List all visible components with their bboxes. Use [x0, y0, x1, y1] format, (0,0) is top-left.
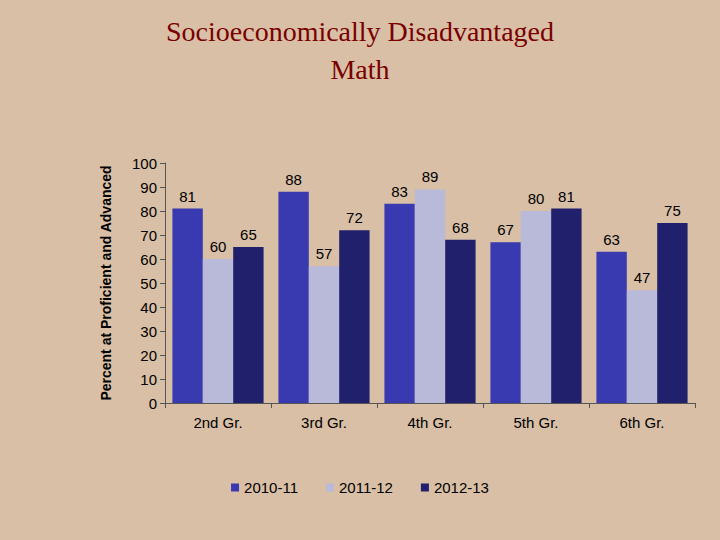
svg-text:2010-11: 2010-11 [244, 479, 298, 496]
svg-text:63: 63 [603, 231, 620, 248]
svg-text:80: 80 [140, 203, 157, 220]
svg-text:67: 67 [497, 221, 514, 238]
svg-text:89: 89 [422, 168, 439, 185]
svg-text:5th Gr.: 5th Gr. [513, 414, 558, 431]
svg-text:4th Gr.: 4th Gr. [407, 414, 452, 431]
svg-text:Percent at Proficient and Adva: Percent at Proficient and Advanced [98, 165, 114, 400]
svg-text:81: 81 [179, 188, 196, 205]
svg-text:60: 60 [140, 251, 157, 268]
svg-text:Math: Math [330, 54, 389, 85]
svg-text:60: 60 [210, 238, 227, 255]
svg-text:47: 47 [634, 269, 651, 286]
svg-text:40: 40 [140, 299, 157, 316]
svg-text:70: 70 [140, 227, 157, 244]
svg-text:83: 83 [391, 183, 408, 200]
svg-text:Socioeconomically Disadvantage: Socioeconomically Disadvantaged [166, 16, 554, 47]
svg-text:90: 90 [140, 179, 157, 196]
svg-text:72: 72 [346, 209, 363, 226]
svg-text:3rd Gr.: 3rd Gr. [301, 414, 347, 431]
svg-text:75: 75 [664, 202, 681, 219]
svg-text:100: 100 [132, 155, 157, 172]
svg-text:80: 80 [528, 190, 545, 207]
svg-text:88: 88 [285, 171, 302, 188]
svg-text:10: 10 [140, 371, 157, 388]
svg-text:65: 65 [240, 226, 257, 243]
svg-text:68: 68 [452, 219, 469, 236]
svg-text:50: 50 [140, 275, 157, 292]
svg-text:20: 20 [140, 347, 157, 364]
svg-text:81: 81 [558, 188, 575, 205]
svg-text:2011-12: 2011-12 [339, 479, 393, 496]
svg-text:0: 0 [149, 395, 157, 412]
svg-text:2012-13: 2012-13 [434, 479, 489, 496]
svg-text:6th Gr.: 6th Gr. [619, 414, 664, 431]
svg-text:30: 30 [140, 323, 157, 340]
svg-text:2nd Gr.: 2nd Gr. [193, 414, 242, 431]
svg-text:57: 57 [316, 245, 333, 262]
